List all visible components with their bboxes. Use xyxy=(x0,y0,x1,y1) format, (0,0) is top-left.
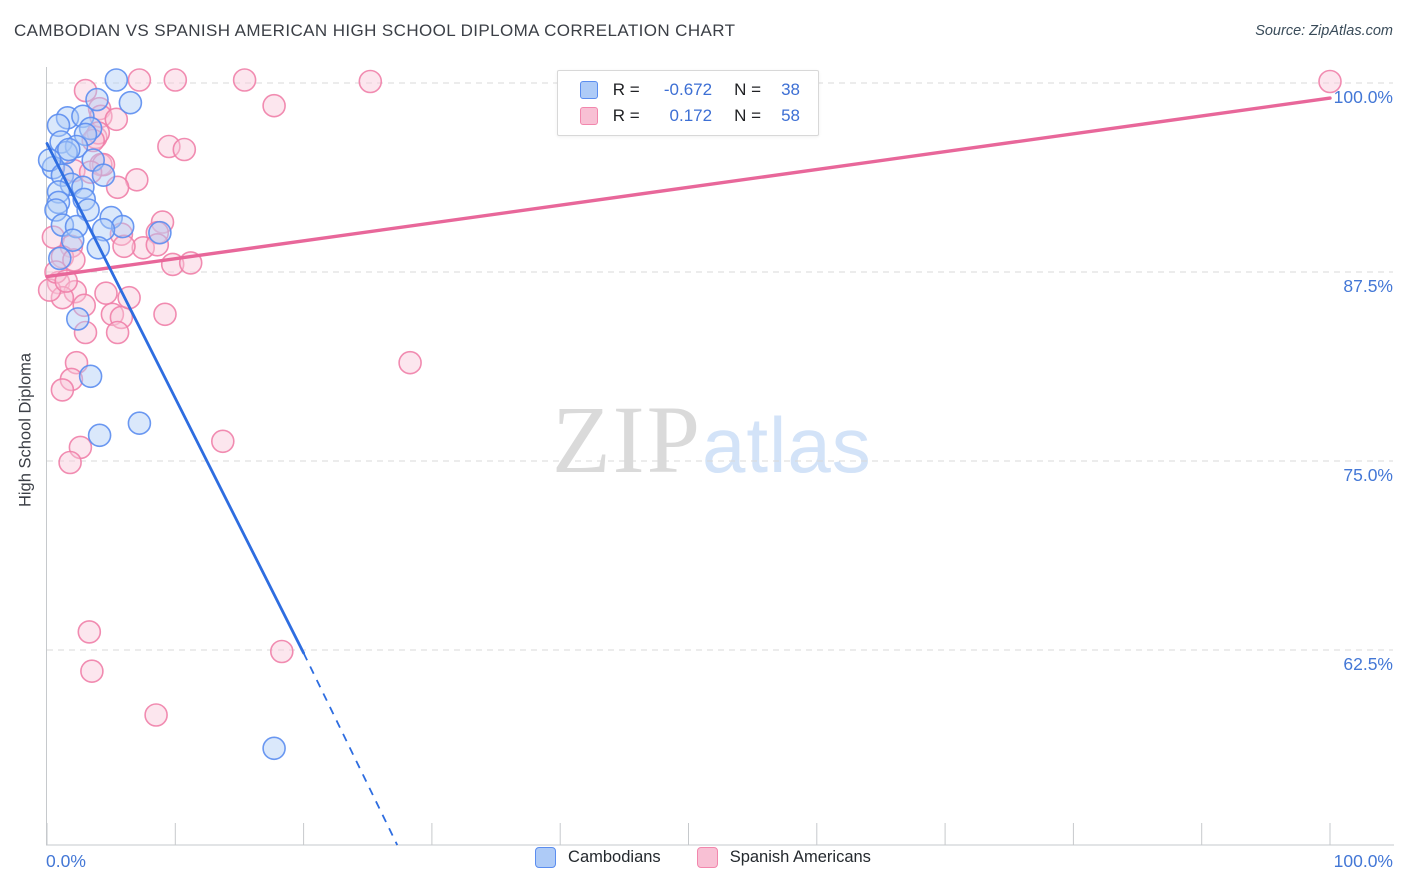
r-value: 0.172 xyxy=(669,106,713,125)
scatter-point-spanish-americans xyxy=(80,659,104,684)
n-value: 38 xyxy=(781,80,800,99)
scatter-point-spanish-americans xyxy=(72,293,96,318)
correlation-stats-legend: R = -0.672 N = 38 R = 0.172 N = 58 xyxy=(557,70,819,136)
scatter-point-spanish-americans xyxy=(100,302,125,327)
legend-item-cambodians: Cambodians xyxy=(535,847,661,868)
scatter-point-cambodians xyxy=(148,220,172,245)
scatter-point-cambodians xyxy=(73,122,98,147)
scatter-point-cambodians xyxy=(87,423,112,448)
legend-item-spanish-americans: Spanish Americans xyxy=(696,847,871,868)
scatter-point-cambodians xyxy=(60,228,85,252)
trend-line-extension-cambodians xyxy=(302,652,399,846)
watermark-zip: ZIP xyxy=(552,386,702,493)
x-tick-label: 0.0% xyxy=(46,851,86,871)
scatter-point-cambodians xyxy=(127,411,152,436)
n-label: N = xyxy=(734,80,762,99)
scatter-point-spanish-americans xyxy=(127,68,152,92)
scatter-point-spanish-americans xyxy=(104,107,129,132)
scatter-point-cambodians xyxy=(44,198,68,222)
scatter-point-spanish-americans xyxy=(1318,69,1342,94)
y-tick-label: 87.5% xyxy=(1343,276,1393,296)
scatter-point-cambodians xyxy=(66,307,90,331)
scatter-point-spanish-americans xyxy=(358,69,383,94)
scatter-point-cambodians xyxy=(104,68,129,92)
scatter-point-cambodians xyxy=(78,364,103,389)
scatter-point-spanish-americans xyxy=(131,236,155,260)
y-axis-title: High School Diploma xyxy=(16,352,35,508)
scatter-point-spanish-americans xyxy=(144,703,168,727)
cambodians-swatch-icon xyxy=(580,81,598,99)
scatter-point-cambodians xyxy=(262,736,286,761)
scatter-point-cambodians xyxy=(71,104,95,129)
scatter-point-spanish-americans xyxy=(94,281,118,306)
legend-label-spanish-americans: Spanish Americans xyxy=(729,848,871,866)
n-value: 58 xyxy=(781,106,800,125)
scatter-point-cambodians xyxy=(71,175,95,200)
scatter-point-spanish-americans xyxy=(77,620,102,644)
r-label: R = xyxy=(612,106,640,125)
scatter-point-cambodians xyxy=(91,217,116,242)
legend-label-cambodians: Cambodians xyxy=(568,848,661,866)
scatter-point-spanish-americans xyxy=(398,350,422,375)
scatter-point-spanish-americans xyxy=(262,93,286,118)
spanish-americans-swatch-icon xyxy=(580,107,598,125)
scatter-point-cambodians xyxy=(118,90,143,115)
y-tick-label: 75.0% xyxy=(1343,465,1393,485)
scatter-point-spanish-americans xyxy=(105,320,130,345)
scatter-point-spanish-americans xyxy=(73,320,98,345)
watermark-atlas: atlas xyxy=(702,401,872,489)
page-title: CAMBODIAN VS SPANISH AMERICAN HIGH SCHOO… xyxy=(14,21,736,40)
scatter-point-spanish-americans xyxy=(58,450,82,475)
r-label: R = xyxy=(612,80,640,99)
scatter-point-spanish-americans xyxy=(50,378,75,402)
trend-line-spanish-americans xyxy=(45,96,1332,279)
spanish-americans-swatch-icon xyxy=(696,847,718,868)
r-value: -0.672 xyxy=(663,80,713,99)
zipatlas-watermark: ZIPatlas xyxy=(552,392,872,488)
series-legend: Cambodians Spanish Americans xyxy=(0,847,1406,868)
cambodians-swatch-icon xyxy=(535,847,557,868)
scatter-point-cambodians xyxy=(91,163,116,187)
scatter-point-cambodians xyxy=(57,137,81,162)
scatter-point-spanish-americans xyxy=(163,68,188,92)
scatter-point-cambodians xyxy=(110,214,135,239)
trend-line-cambodians xyxy=(45,142,306,655)
scatter-point-cambodians xyxy=(47,246,72,271)
y-tick-label: 100.0% xyxy=(1333,87,1393,107)
scatter-point-spanish-americans xyxy=(153,302,177,327)
source-attribution: Source: ZipAtlas.com xyxy=(1255,23,1393,39)
y-tick-label: 62.5% xyxy=(1343,654,1393,674)
scatter-point-spanish-americans xyxy=(232,68,257,92)
scatter-point-spanish-americans xyxy=(112,234,136,259)
legend-row-spanish-americans: R = 0.172 N = 58 xyxy=(580,106,800,126)
legend-row-cambodians: R = -0.672 N = 38 xyxy=(580,80,800,100)
scatter-point-spanish-americans xyxy=(157,134,181,159)
x-tick-label: 100.0% xyxy=(1333,851,1393,871)
scatter-point-cambodians xyxy=(85,87,109,112)
scatter-point-spanish-americans xyxy=(172,137,197,162)
scatter-point-spanish-americans xyxy=(211,429,235,454)
scatter-point-spanish-americans xyxy=(269,639,294,664)
n-label: N = xyxy=(734,106,762,125)
